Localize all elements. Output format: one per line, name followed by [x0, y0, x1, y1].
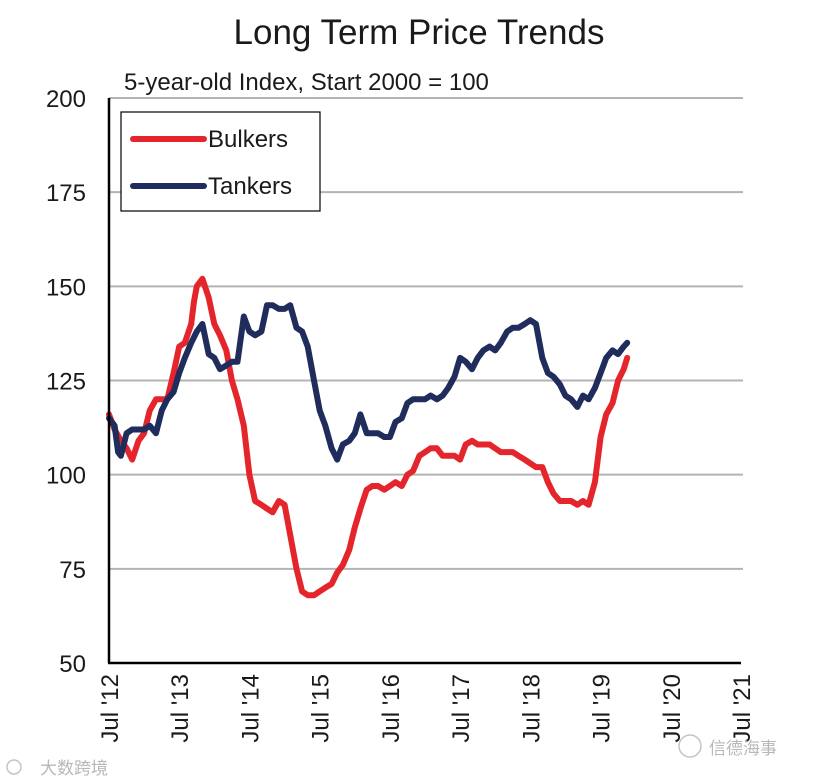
legend-box — [120, 111, 321, 212]
legend-label-bulkers: Bulkers — [208, 126, 288, 153]
x-axis-ticks: Jul '12 Jul '13 Jul '14 Jul '15 Jul '16 Jul '… — [97, 674, 756, 743]
legend-label-tankers: Tankers — [208, 173, 292, 200]
y-tick-label-150: 150 — [46, 274, 86, 301]
x-tick-label-6: Jul '18 — [518, 674, 545, 743]
x-tick-label-7: Jul '19 — [589, 674, 616, 743]
y-tick-label-125: 125 — [46, 369, 86, 396]
series-line-tankers — [106, 302, 631, 463]
x-tick-label-8: Jul '20 — [659, 674, 686, 743]
y-tick-label-175: 175 — [46, 180, 86, 207]
x-tick-label-4: Jul '16 — [378, 674, 405, 743]
series-line-bulkers — [106, 275, 631, 599]
watermark-right: 信德海事 — [678, 734, 777, 758]
x-tick-label-3: Jul '15 — [308, 674, 335, 743]
watermark-left-text: 大数跨境 — [40, 759, 108, 778]
legend: Bulkers Tankers — [120, 111, 321, 212]
wechat-icon — [678, 734, 702, 758]
watermark-left: 大数跨境 — [6, 759, 108, 778]
x-tick-label-1: Jul '13 — [167, 674, 194, 743]
series-lines — [106, 275, 631, 599]
y-tick-label-75: 75 — [59, 557, 86, 584]
y-axis-ticks: 50 75 100 125 150 175 200 — [46, 86, 86, 678]
y-tick-label-50: 50 — [59, 651, 86, 678]
x-tick-label-2: Jul '14 — [237, 674, 264, 743]
x-tick-label-5: Jul '17 — [448, 674, 475, 743]
watermark-logo-icon — [6, 759, 22, 775]
watermark-right-text: 信德海事 — [709, 739, 777, 758]
x-tick-label-0: Jul '12 — [97, 674, 124, 743]
chart-title: Long Term Price Trends — [234, 13, 605, 52]
y-tick-label-100: 100 — [46, 463, 86, 490]
y-tick-label-200: 200 — [46, 86, 86, 113]
x-tick-label-9: Jul '21 — [729, 674, 756, 743]
chart-subtitle: 5-year-old Index, Start 2000 = 100 — [124, 69, 489, 96]
